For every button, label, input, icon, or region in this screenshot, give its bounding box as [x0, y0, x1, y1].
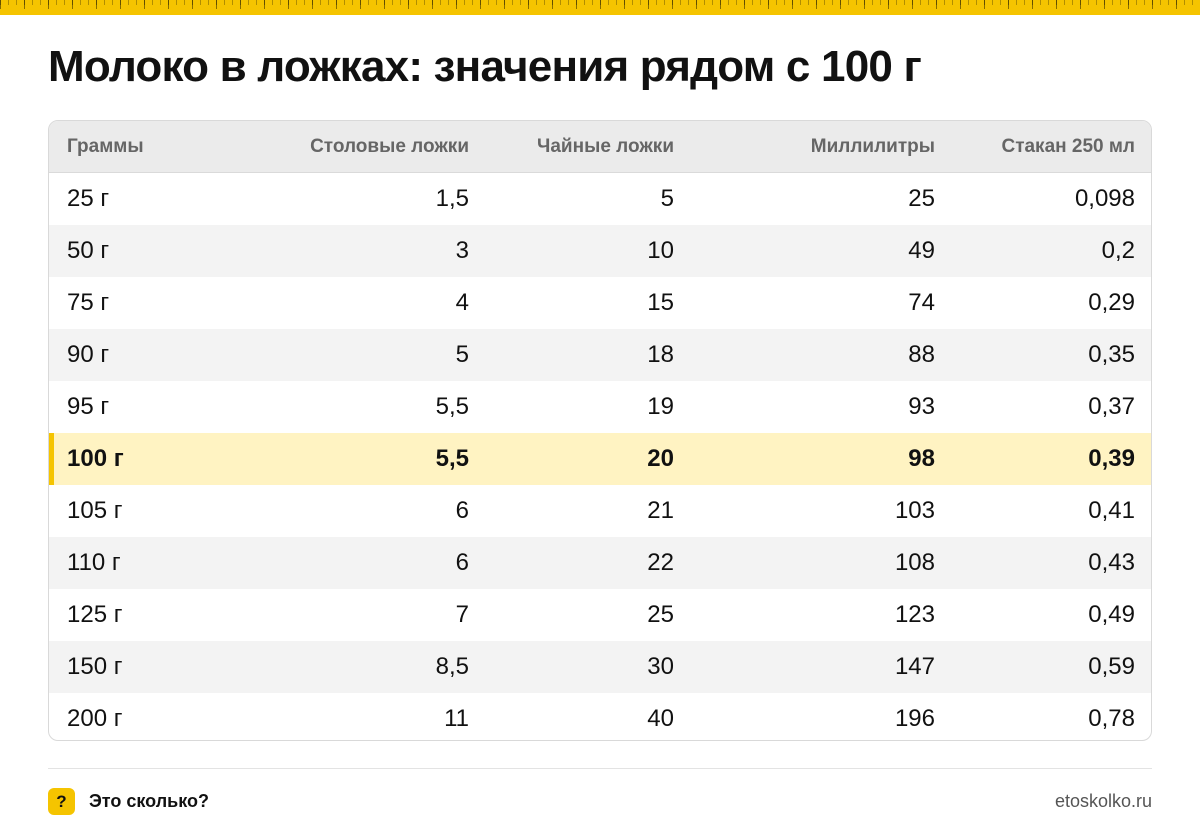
cell-milliliters: 123 — [894, 601, 935, 628]
table-row: 200 г 11 40 196 0,78 — [49, 693, 1151, 740]
cell-glass: 0,37 — [1088, 393, 1135, 420]
column-header-teaspoons: Чайные ложки — [537, 135, 674, 157]
cell-grams: 90 г — [67, 341, 110, 368]
cell-tablespoons: 5,5 — [435, 393, 469, 420]
cell-teaspoons: 19 — [647, 393, 674, 420]
cell-teaspoons: 21 — [647, 497, 674, 524]
cell-teaspoons: 15 — [647, 289, 674, 316]
cell-grams: 200 г — [67, 705, 123, 732]
cell-grams: 100 г — [67, 445, 124, 472]
cell-glass: 0,2 — [1101, 237, 1135, 264]
table-row: 25 г 1,5 5 25 0,098 — [49, 173, 1151, 225]
cell-teaspoons: 25 — [647, 601, 674, 628]
cell-teaspoons: 5 — [660, 185, 674, 212]
page-title: Молоко в ложках: значения рядом с 100 г — [48, 42, 922, 91]
cell-glass: 0,35 — [1088, 341, 1135, 368]
table-row: 150 г 8,5 30 147 0,59 — [49, 641, 1151, 693]
cell-tablespoons: 5 — [455, 341, 469, 368]
question-mark-icon: ? — [48, 788, 75, 815]
column-header-tablespoons: Столовые ложки — [310, 135, 469, 157]
table-row: 105 г 6 21 103 0,41 — [49, 485, 1151, 537]
ruler-decoration — [0, 0, 1200, 15]
cell-glass: 0,41 — [1088, 497, 1135, 524]
cell-glass: 0,59 — [1088, 653, 1135, 680]
cell-teaspoons: 20 — [647, 445, 674, 472]
cell-teaspoons: 40 — [647, 705, 674, 732]
cell-teaspoons: 22 — [647, 549, 674, 576]
site-url: etoskolko.ru — [1054, 791, 1152, 811]
cell-glass: 0,49 — [1088, 601, 1135, 628]
cell-tablespoons: 1,5 — [435, 185, 469, 212]
cell-tablespoons: 3 — [455, 237, 469, 264]
cell-glass: 0,29 — [1088, 289, 1135, 316]
conversion-table: Граммы Столовые ложки Чайные ложки Милли… — [48, 120, 1152, 741]
table-row: 110 г 6 22 108 0,43 — [49, 537, 1151, 589]
cell-milliliters: 25 — [908, 185, 935, 212]
cell-grams: 105 г — [67, 497, 123, 524]
cell-tablespoons: 7 — [455, 601, 469, 628]
table-row: 90 г 5 18 88 0,35 — [49, 329, 1151, 381]
cell-milliliters: 147 — [894, 653, 935, 680]
cell-grams: 125 г — [67, 601, 123, 628]
cell-tablespoons: 6 — [455, 549, 469, 576]
cell-grams: 75 г — [67, 289, 110, 316]
column-header-milliliters: Миллилитры — [810, 135, 935, 157]
cell-tablespoons: 5,5 — [435, 445, 469, 472]
table-row: 75 г 4 15 74 0,29 — [49, 277, 1151, 329]
table-body: 25 г 1,5 5 25 0,098 50 г 3 10 49 0,2 75 г 4 15 74 0,29… — [49, 173, 1151, 740]
cell-tablespoons: 4 — [455, 289, 469, 316]
cell-grams: 110 г — [67, 549, 121, 576]
cell-glass: 0,78 — [1088, 705, 1135, 732]
cell-grams: 150 г — [67, 653, 123, 680]
cell-milliliters: 74 — [908, 289, 935, 316]
table-row: 125 г 7 25 123 0,49 — [49, 589, 1151, 641]
cell-glass: 0,43 — [1088, 549, 1135, 576]
table-row: 95 г 5,5 19 93 0,37 — [49, 381, 1151, 433]
cell-tablespoons: 11 — [444, 705, 469, 732]
cell-grams: 95 г — [67, 393, 110, 420]
footer-brand: ? Это сколько? — [48, 788, 209, 815]
cell-grams: 50 г — [67, 237, 110, 264]
table-row-highlighted: 100 г 5,5 20 98 0,39 — [49, 433, 1151, 485]
cell-tablespoons: 6 — [455, 497, 469, 524]
cell-milliliters: 196 — [894, 705, 935, 732]
cell-milliliters: 108 — [894, 549, 935, 576]
table-row: 50 г 3 10 49 0,2 — [49, 225, 1151, 277]
column-header-grams: Граммы — [67, 135, 144, 157]
cell-glass: 0,098 — [1074, 185, 1135, 212]
cell-tablespoons: 8,5 — [435, 653, 469, 680]
cell-glass: 0,39 — [1088, 445, 1135, 472]
cell-milliliters: 103 — [894, 497, 935, 524]
brand-name: Это сколько? — [89, 791, 209, 811]
cell-grams: 25 г — [67, 185, 110, 212]
footer-divider — [48, 768, 1152, 769]
cell-milliliters: 98 — [908, 445, 935, 472]
column-header-glass: Стакан 250 мл — [1001, 135, 1135, 157]
cell-milliliters: 88 — [908, 341, 935, 368]
cell-milliliters: 93 — [908, 393, 935, 420]
cell-teaspoons: 18 — [647, 341, 674, 368]
cell-teaspoons: 10 — [647, 237, 674, 264]
cell-teaspoons: 30 — [647, 653, 674, 680]
cell-milliliters: 49 — [908, 237, 935, 264]
table-header: Граммы Столовые ложки Чайные ложки Милли… — [49, 121, 1151, 173]
